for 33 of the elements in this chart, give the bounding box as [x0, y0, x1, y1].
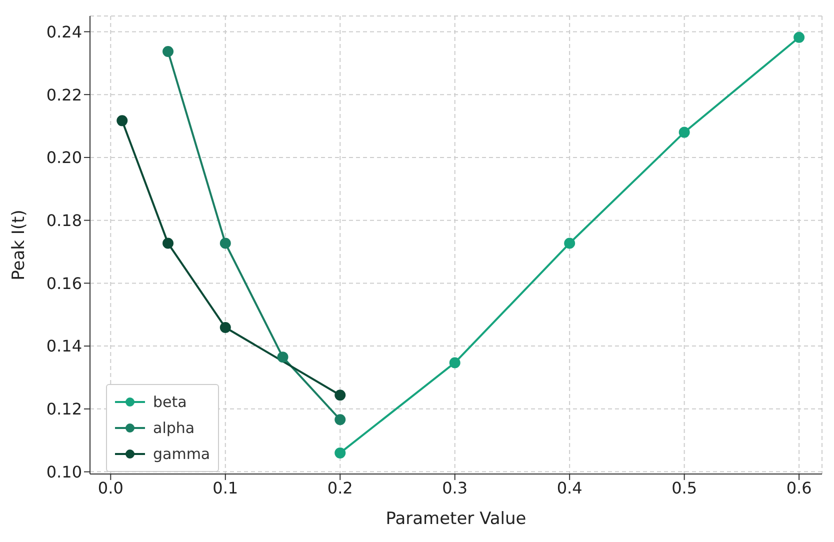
y-tick-label: 0.18: [46, 211, 82, 230]
x-tick-label: 0.3: [442, 478, 468, 498]
point: [334, 390, 346, 401]
legend-label: alpha: [153, 419, 195, 437]
point: [162, 238, 174, 249]
x-tick-label: 0.4: [556, 478, 582, 498]
x-axis-title: Parameter Value: [386, 509, 526, 529]
y-tick-label: 0.20: [46, 148, 82, 168]
y-tick-label: 0.16: [46, 274, 82, 293]
point: [449, 357, 460, 368]
point: [162, 46, 174, 58]
point: [220, 322, 231, 334]
y-tick-label: 0.14: [46, 336, 82, 356]
y-tick-label: 0.24: [46, 22, 82, 42]
x-tick-label: 0.5: [672, 478, 698, 498]
point: [334, 447, 346, 458]
y-tick-label: 0.10: [46, 462, 82, 482]
legend-label: beta: [153, 393, 187, 411]
x-tick-label: 0.2: [327, 478, 353, 498]
point: [334, 414, 346, 426]
point: [564, 238, 576, 249]
point: [678, 126, 690, 138]
legend-label: gamma: [153, 445, 210, 463]
point: [794, 32, 805, 43]
point: [116, 115, 128, 126]
x-tick-label: 0.0: [98, 478, 124, 498]
point: [277, 352, 288, 363]
y-tick-label: 0.12: [46, 400, 82, 419]
point: [220, 238, 231, 249]
x-tick-label: 0.6: [786, 478, 812, 498]
y-tick-label: 0.22: [46, 85, 82, 104]
y-axis-title: Peak I(t): [9, 210, 30, 280]
x-tick-label: 0.1: [212, 478, 238, 498]
